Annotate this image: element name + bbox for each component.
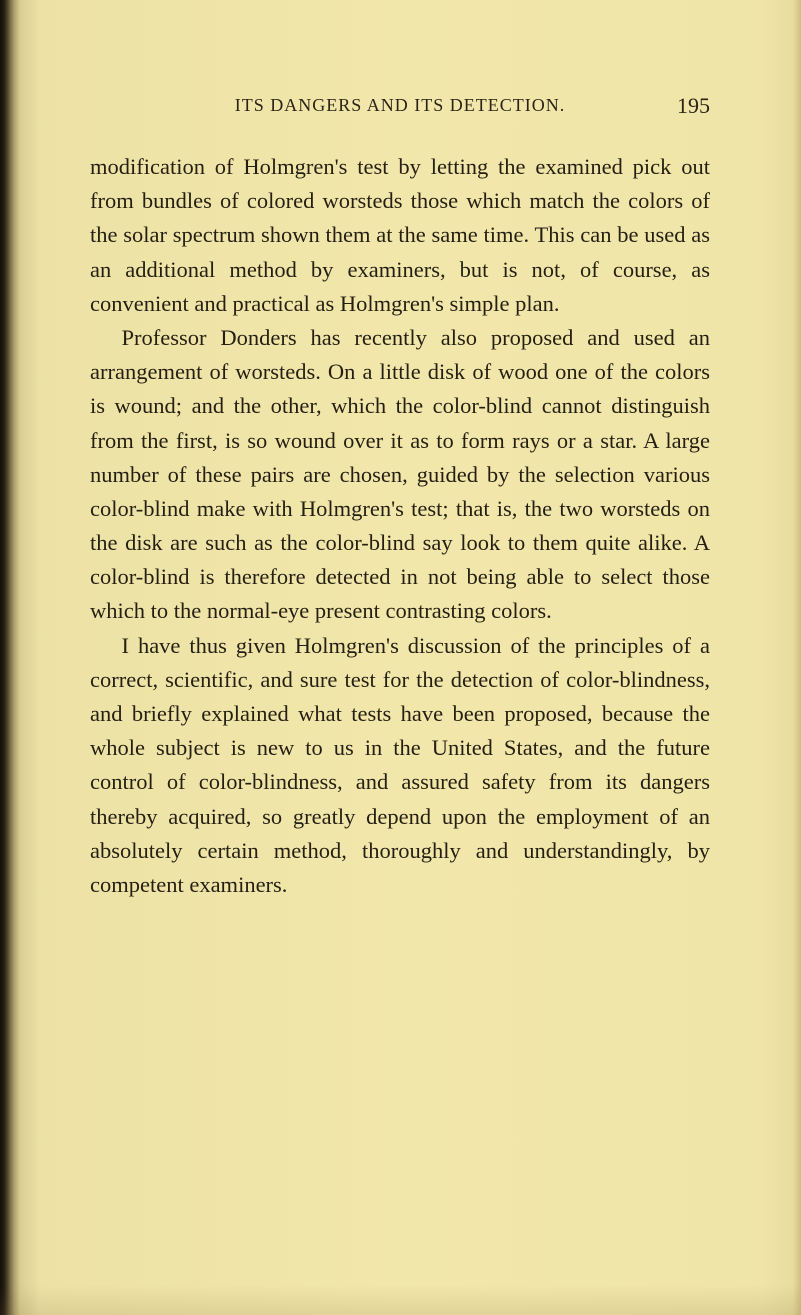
binding-shadow <box>0 0 14 1315</box>
running-head: ITS DANGERS AND ITS DETECTION. 195 <box>90 95 710 116</box>
paragraph: I have thus given Holmgren's discussion … <box>90 629 710 903</box>
body-text: modification of Holmgren's test by letti… <box>90 150 710 902</box>
text-block: ITS DANGERS AND ITS DETECTION. 195 modif… <box>90 95 710 902</box>
bottom-vignette <box>0 1285 801 1315</box>
paragraph: Professor Donders has recently also prop… <box>90 321 710 629</box>
scanned-page: ITS DANGERS AND ITS DETECTION. 195 modif… <box>0 0 801 1315</box>
running-head-text: ITS DANGERS AND ITS DETECTION. <box>235 95 566 116</box>
paragraph: modification of Holmgren's test by letti… <box>90 150 710 321</box>
page-number: 195 <box>677 93 710 119</box>
